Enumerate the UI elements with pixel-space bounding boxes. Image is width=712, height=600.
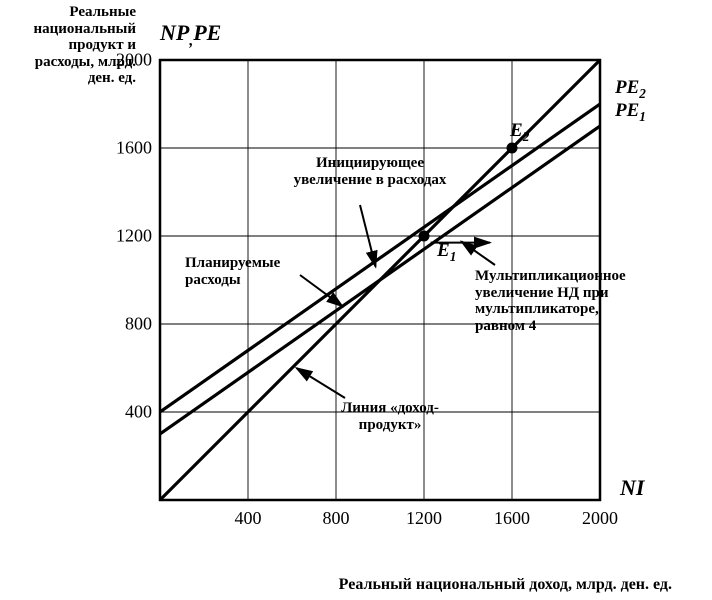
y-tick-label: 800 bbox=[102, 314, 152, 335]
x-tick-label: 2000 bbox=[582, 508, 618, 529]
x-tick-label: 1200 bbox=[406, 508, 442, 529]
np-pe-axis-label: NP,PE bbox=[160, 20, 221, 50]
ni-axis-label: NI bbox=[620, 475, 644, 501]
y-tick-label: 1600 bbox=[102, 138, 152, 159]
x-axis-title: Реальный национальный доход, млрд. ден. … bbox=[339, 576, 672, 594]
point-label-e1: E1 bbox=[437, 240, 456, 265]
annotation-income-product: Линия «доход-продукт» bbox=[310, 400, 470, 433]
chart-container: Реальные национальный продукт и расходы,… bbox=[0, 0, 712, 600]
x-tick-label: 800 bbox=[323, 508, 350, 529]
annotation-init-increase: Инициирующее увеличение в расходах bbox=[285, 155, 455, 188]
annotation-multiplier: Мультипликационное увеличение НД при мул… bbox=[475, 268, 625, 334]
series-label-pe1: PE1 bbox=[615, 100, 646, 125]
y-tick-label: 400 bbox=[102, 402, 152, 423]
point-label-e2: E2 bbox=[510, 120, 529, 145]
y-axis-title: Реальные национальный продукт и расходы,… bbox=[6, 4, 136, 87]
x-tick-label: 400 bbox=[235, 508, 262, 529]
annotation-planned-exp: Планируемые расходы bbox=[185, 255, 305, 288]
y-tick-label: 2000 bbox=[102, 50, 152, 71]
x-tick-label: 1600 bbox=[494, 508, 530, 529]
series-label-pe2: PE2 bbox=[615, 77, 646, 102]
y-tick-label: 1200 bbox=[102, 226, 152, 247]
